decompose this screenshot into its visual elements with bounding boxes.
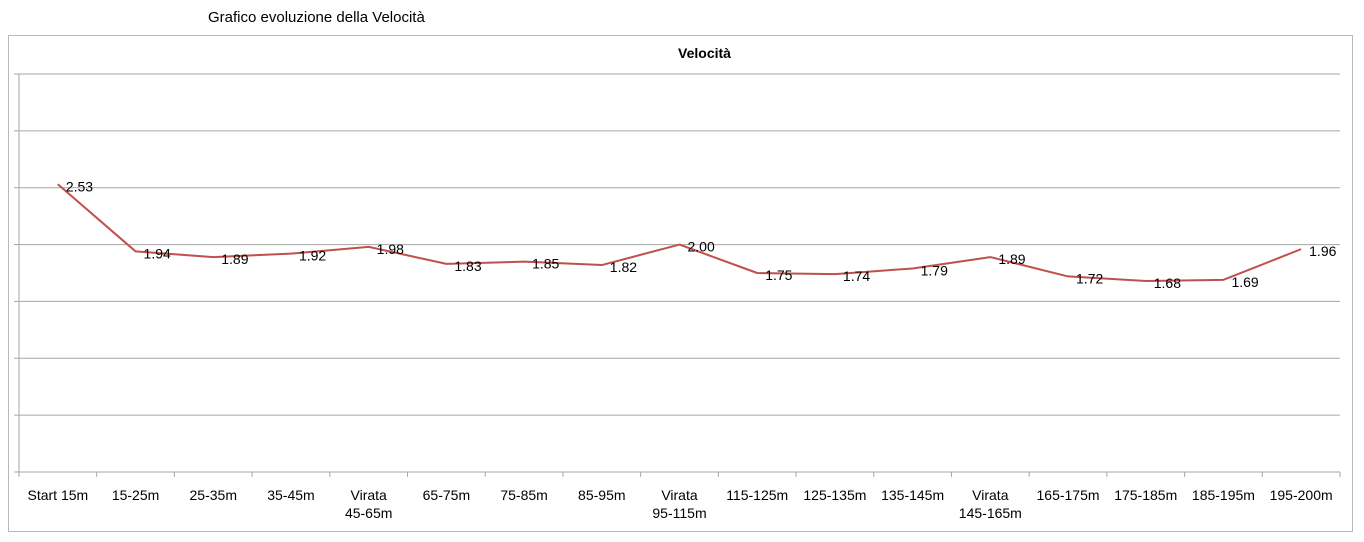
x-tick-label: 65-75m [423,487,470,503]
data-label: 2.53 [66,178,93,194]
data-label: 1.82 [610,259,637,275]
x-tick-label: 35-45m [267,487,314,503]
x-tick-label: 25-35m [190,487,237,503]
data-label: 1.94 [144,245,171,261]
x-tick-label: 15-25m [112,487,159,503]
data-label: 1.92 [299,248,326,264]
x-tick-label: 185-195m [1192,487,1255,503]
data-label: 2.00 [688,239,715,255]
x-tick-label: Virata 45-65m [345,487,392,521]
x-tick-label: 85-95m [578,487,625,503]
chart-title: Velocità [678,45,731,61]
data-label: 1.75 [765,267,792,283]
x-tick-label: 135-145m [881,487,944,503]
page-heading: Grafico evoluzione della Velocità [208,9,425,26]
data-label: 1.89 [998,251,1025,267]
data-label: 1.83 [454,258,481,274]
data-label: 1.69 [1231,274,1258,290]
x-tick-label: 75-85m [500,487,547,503]
data-label: 1.74 [843,268,870,284]
data-label: 1.79 [921,262,948,278]
x-tick-label: 165-175m [1037,487,1100,503]
series-line [57,183,1302,282]
x-tick-label: 115-125m [726,487,788,503]
data-label: 1.68 [1154,275,1181,291]
data-label: 1.89 [221,251,248,267]
x-tick-label: 125-135m [803,487,866,503]
x-tick-label: Start 15m [28,487,89,503]
chart-area: Velocità Start 15m 15-25m 25-35m 35-45m Virat… [8,35,1353,532]
data-label: 1.72 [1076,270,1103,286]
x-tick-label: 195-200m [1270,487,1333,503]
x-tick-label: Virata 145-165m [959,487,1022,521]
data-label: 1.96 [1309,243,1336,259]
line-chart: Velocità Start 15m 15-25m 25-35m 35-45m Virat… [14,45,1341,521]
data-label: 1.98 [377,241,404,257]
data-label: 1.85 [532,256,559,272]
x-tick-label: Virata 95-115m [652,487,706,521]
x-tick-label: 175-185m [1114,487,1177,503]
